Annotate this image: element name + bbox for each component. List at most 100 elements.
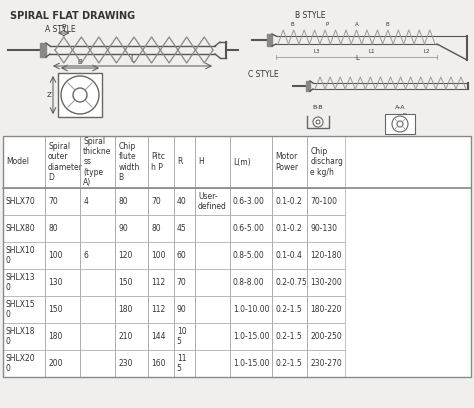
Bar [3,215,45,242]
Text: 112: 112 [151,278,165,287]
Bar [148,242,174,269]
Bar [272,136,307,188]
Bar [195,323,230,350]
Bar [272,188,307,215]
Bar [115,215,148,242]
Text: 11
5: 11 5 [177,354,186,373]
Text: Chip
discharg
e kg/h: Chip discharg e kg/h [310,147,343,177]
Bar [174,242,195,269]
Text: 0.1-0.4: 0.1-0.4 [275,251,302,260]
Circle shape [392,116,408,132]
Text: 100: 100 [151,251,165,260]
Text: SHLX13
0: SHLX13 0 [6,273,36,292]
Text: 0.2-1.5: 0.2-1.5 [275,359,302,368]
Text: 0.6-5.00: 0.6-5.00 [233,224,265,233]
Bar [148,188,174,215]
Text: User-
defined: User- defined [198,192,227,211]
Text: 6: 6 [83,251,88,260]
Bar [307,323,345,350]
Bar [307,296,345,323]
Bar [58,73,102,117]
Text: 1.0-15.00: 1.0-15.00 [233,359,270,368]
Bar [230,242,272,269]
Bar [385,114,415,134]
Bar [230,136,272,188]
Bar [174,296,195,323]
Text: 200-250: 200-250 [310,332,342,341]
Bar [3,188,45,215]
Circle shape [61,76,99,114]
Bar [115,323,148,350]
Circle shape [313,117,323,127]
Text: 40: 40 [177,197,187,206]
Text: 160: 160 [151,359,165,368]
Bar [80,242,115,269]
Text: L2: L2 [424,49,430,54]
Text: W: W [398,131,403,136]
Bar [230,323,272,350]
Circle shape [316,120,320,124]
Text: A-A: A-A [395,105,405,110]
Bar [195,296,230,323]
Text: 90: 90 [118,224,128,233]
Bar [174,269,195,296]
Bar [80,350,115,377]
Text: 130-200: 130-200 [310,278,342,287]
Text: SHLX20
0: SHLX20 0 [6,354,36,373]
Bar [195,269,230,296]
Bar [195,242,230,269]
Bar [45,215,80,242]
Bar [272,269,307,296]
Text: L1: L1 [369,49,375,54]
Text: 120-180: 120-180 [310,251,342,260]
Text: B: B [385,22,389,27]
Bar [40,43,46,57]
Text: SHLX80: SHLX80 [6,224,36,233]
Bar [307,136,345,188]
Bar [115,350,148,377]
Bar [174,136,195,188]
Text: Spiral
thickne
ss
(type
A): Spiral thickne ss (type A) [83,137,111,187]
Bar [307,215,345,242]
Bar [306,81,310,91]
Text: 120: 120 [118,251,133,260]
Text: 0.2-1.5: 0.2-1.5 [275,332,302,341]
Bar [115,242,148,269]
Bar [272,242,307,269]
Bar [115,269,148,296]
Bar [45,350,80,377]
Text: SHLX10
0: SHLX10 0 [6,246,36,265]
Text: 70-100: 70-100 [310,197,337,206]
Text: 10
5: 10 5 [177,327,186,346]
Text: 112: 112 [151,305,165,314]
Text: A: A [355,22,359,27]
Text: 0.2-0.75: 0.2-0.75 [275,278,307,287]
Text: 144: 144 [151,332,165,341]
Bar [267,34,272,46]
Text: SHLX15
0: SHLX15 0 [6,300,36,319]
Text: 100: 100 [48,251,63,260]
Text: SHLX70: SHLX70 [6,197,36,206]
Text: R: R [177,157,182,166]
Bar [80,188,115,215]
Bar [148,269,174,296]
Bar [3,136,471,377]
Text: D: D [403,113,407,118]
Text: 210: 210 [118,332,133,341]
Text: Chip
flute
width
B: Chip flute width B [118,142,140,182]
Text: 70: 70 [48,197,58,206]
Bar [174,188,195,215]
Bar [230,296,272,323]
Text: C STYLE: C STYLE [248,70,279,79]
Bar [174,350,195,377]
Text: Z: Z [46,92,52,98]
Bar [307,188,345,215]
Bar [45,242,80,269]
Text: 230-270: 230-270 [310,359,342,368]
Text: 150: 150 [118,278,133,287]
Text: 200: 200 [48,359,63,368]
Bar [80,215,115,242]
Bar [195,215,230,242]
Bar [230,350,272,377]
Text: 0.1-0.2: 0.1-0.2 [275,224,302,233]
